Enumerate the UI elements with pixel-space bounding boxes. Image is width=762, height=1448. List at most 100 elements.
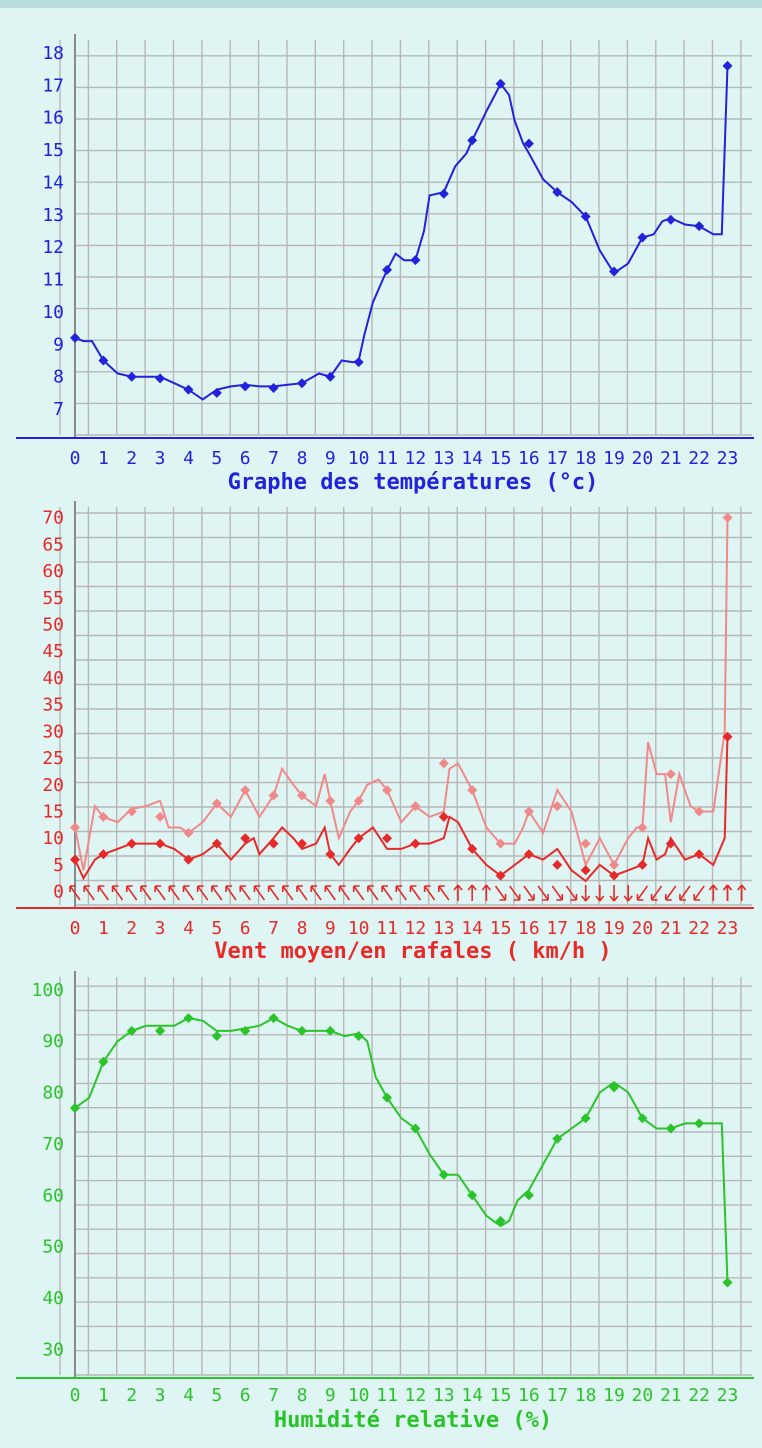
gust-series-point (240, 785, 251, 796)
y-tick-label: 40 (42, 1288, 64, 1309)
mean-series-point (268, 838, 279, 849)
gust-series-point (155, 811, 166, 822)
wind-direction-arrow (225, 885, 237, 901)
humidity-series-point (353, 1031, 364, 1042)
gust-series-point (665, 769, 676, 780)
y-tick-label: 60 (42, 561, 64, 582)
gust-series-point (98, 811, 109, 822)
wind-direction-arrow (182, 885, 195, 901)
wind-direction-arrow (111, 885, 124, 901)
gust-series-point (410, 801, 421, 812)
gust-series-point (467, 785, 478, 796)
temperature-series-point (637, 232, 648, 243)
x-tick-label: 17 (546, 448, 568, 469)
mean-series-point (523, 849, 534, 860)
temperature-series-point (410, 255, 421, 266)
x-tick-label: 3 (155, 448, 166, 469)
y-tick-label: 14 (42, 173, 64, 194)
humidity-series-point (211, 1031, 222, 1042)
y-tick-label: 5 (53, 855, 64, 876)
temperature-series-line (74, 65, 729, 401)
x-tick-label: 12 (405, 448, 427, 469)
mean-series-point (637, 859, 648, 870)
y-tick-label: 20 (42, 775, 64, 796)
y-tick-label: 90 (42, 1031, 64, 1052)
wind-direction-arrow (636, 885, 649, 901)
wind-direction-arrow (97, 885, 110, 901)
humidity-series-point (98, 1056, 109, 1067)
gust-series-point (609, 859, 620, 870)
x-tick-label: 8 (297, 918, 308, 939)
x-tick-label: 2 (126, 1385, 137, 1406)
wind-direction-arrow (338, 885, 351, 901)
y-tick-label: 9 (53, 334, 64, 355)
gust-series-point (637, 822, 648, 833)
humidity-series-point (609, 1082, 620, 1093)
wind-direction-arrow (409, 885, 422, 901)
x-tick-label: 8 (297, 1385, 308, 1406)
x-tick-label: 7 (268, 448, 279, 469)
x-tick-label: 6 (240, 918, 251, 939)
humidity-series-point (552, 1133, 563, 1144)
mean-series-point (722, 731, 733, 742)
x-tick-label: 14 (461, 918, 483, 939)
gust-series-point (382, 785, 393, 796)
x-tick-label: 20 (632, 1385, 654, 1406)
mean-series-point (296, 838, 307, 849)
x-tick-label: 5 (211, 1385, 222, 1406)
x-tick-label: 6 (240, 448, 251, 469)
chart-title: Humidité relative (%) (274, 1408, 552, 1433)
mean-series-point (325, 849, 336, 860)
x-tick-label: 20 (632, 918, 654, 939)
x-tick-label: 19 (603, 448, 625, 469)
wind-direction-arrow (267, 885, 280, 901)
x-tick-label: 18 (575, 1385, 597, 1406)
y-tick-label: 10 (42, 828, 64, 849)
mean-series-point (183, 854, 194, 865)
x-tick-label: 4 (183, 1385, 194, 1406)
temperature-series-point (552, 187, 563, 198)
x-tick-label: 22 (688, 1385, 710, 1406)
y-tick-label: 13 (42, 205, 64, 226)
wind-direction-arrow (367, 885, 379, 901)
mean-series-point (126, 838, 137, 849)
x-tick-label: 1 (98, 448, 109, 469)
x-tick-label: 10 (348, 918, 370, 939)
wind-direction-arrow (423, 885, 436, 901)
wind-direction-arrow (722, 884, 733, 901)
y-tick-label: 70 (42, 508, 64, 529)
humidity-series-point (495, 1215, 506, 1226)
y-tick-label: 80 (42, 1083, 64, 1104)
mean-series-point (211, 838, 222, 849)
mean-series-point (467, 843, 478, 854)
wind-direction-arrow (679, 885, 691, 901)
temperature-series-point (722, 60, 733, 71)
mean-series-point (353, 833, 364, 844)
wind-direction-arrow (481, 884, 491, 901)
temperature-series-point (98, 355, 109, 366)
y-tick-label: 100 (31, 980, 64, 1001)
wind-direction-arrow (537, 885, 549, 901)
x-tick-label: 10 (348, 1385, 370, 1406)
mean-series-point (155, 838, 166, 849)
humidity-series-point (523, 1190, 534, 1201)
temperature-series-point (126, 371, 137, 382)
temperature-series-point (155, 373, 166, 384)
gust-series-point (268, 790, 279, 801)
x-tick-label: 7 (268, 918, 279, 939)
x-tick-label: 1 (98, 1385, 109, 1406)
y-tick-label: 30 (42, 1339, 64, 1360)
x-tick-label: 4 (183, 918, 194, 939)
mean-series-point (382, 833, 393, 844)
x-tick-label: 9 (325, 1385, 336, 1406)
y-tick-label: 17 (42, 75, 64, 96)
y-tick-label: 50 (42, 615, 64, 636)
temperature-series-point (382, 264, 393, 275)
temperature-series-point (438, 188, 449, 199)
x-tick-label: 15 (490, 1385, 512, 1406)
wind-direction-arrow (352, 885, 365, 901)
mean-series-point (694, 849, 705, 860)
x-tick-label: 23 (717, 918, 739, 939)
humidity-series-point (155, 1025, 166, 1036)
